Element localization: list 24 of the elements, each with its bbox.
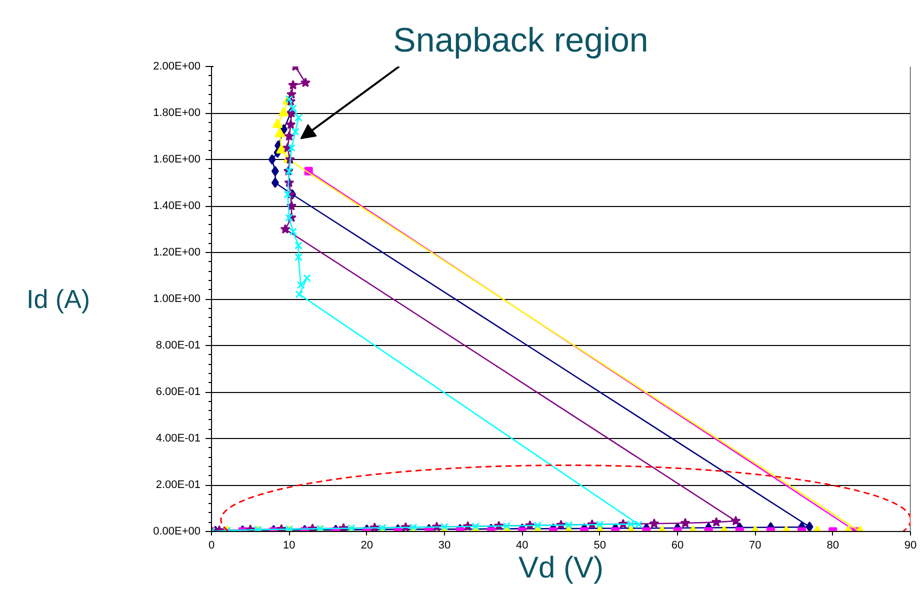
y-tick-label: 0.00E+00 (153, 526, 200, 538)
x-tick-label: 40 (516, 540, 528, 552)
x-tick-label: 80 (826, 540, 839, 552)
y-axis-title: Id (A) (26, 284, 90, 314)
x-tick-label: 50 (594, 540, 606, 552)
x-tick-label: 10 (283, 540, 296, 552)
y-tick-label: 4.00E-01 (156, 432, 201, 444)
x-tick-label: 60 (671, 540, 684, 552)
x-axis-title: Vd (V) (518, 552, 604, 584)
y-tick-label: 1.40E+00 (153, 200, 200, 212)
y-tick-label: 2.00E-01 (156, 479, 201, 491)
y-tick-label: 1.60E+00 (153, 154, 200, 166)
annotation: Snapback region (393, 22, 648, 60)
y-tick-label: 1.00E+00 (153, 293, 200, 305)
y-tick-label: 1.80E+00 (153, 107, 200, 119)
x-tick-label: 0 (208, 540, 215, 552)
x-tick-label: 90 (904, 540, 917, 552)
y-tick-label: 2.00E+00 (153, 60, 200, 72)
x-tick-label: 30 (438, 540, 451, 552)
y-tick-label: 8.00E-01 (156, 340, 201, 352)
x-tick-label: 70 (749, 540, 762, 552)
y-tick-label: 6.00E-01 (156, 386, 201, 398)
y-tick-label: 1.20E+00 (153, 246, 200, 258)
x-tick-label: 20 (360, 540, 373, 552)
